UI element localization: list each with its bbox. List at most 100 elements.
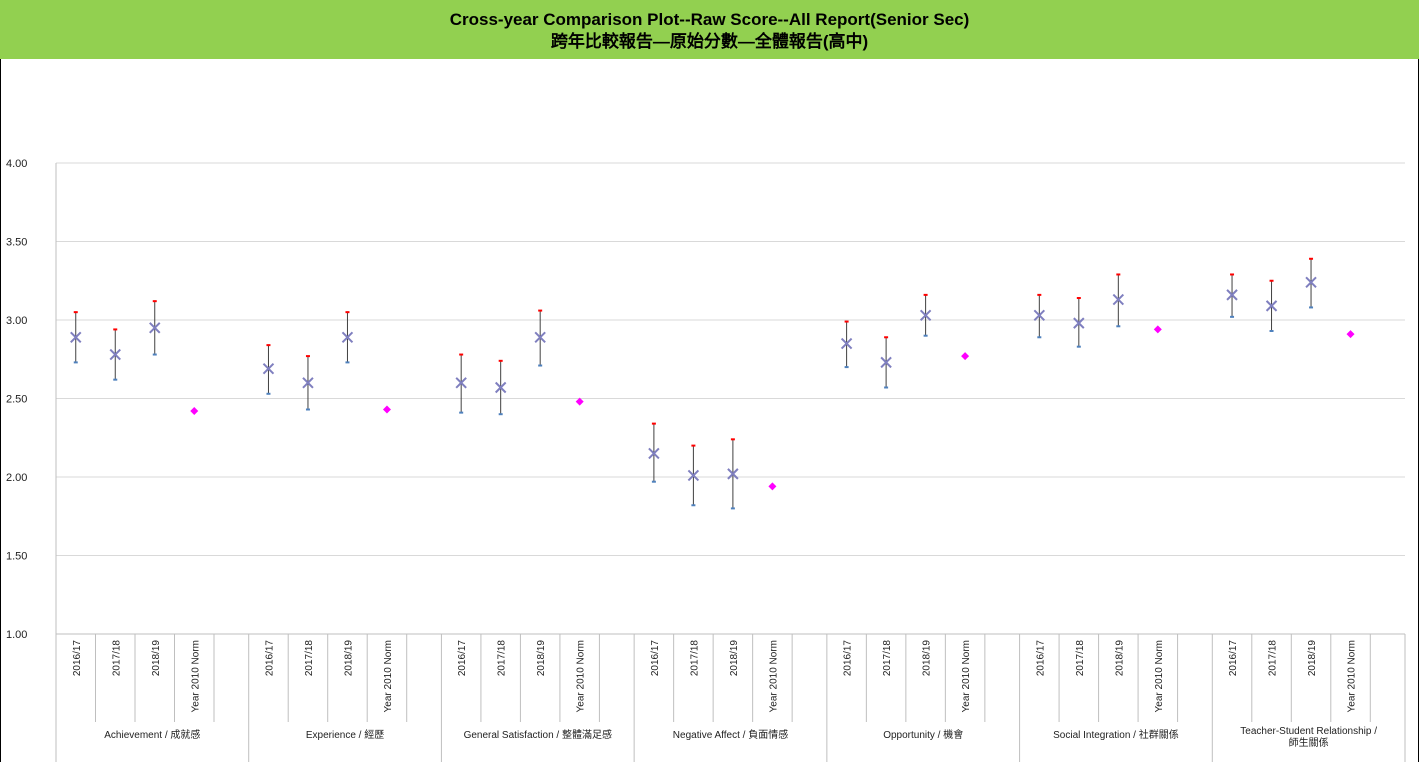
mean-marker (109, 348, 121, 361)
x-tick-label: Year 2010 Norm (1154, 640, 1165, 712)
mean-marker-stroke (341, 331, 354, 343)
group-label: Teacher-Student Relationship /師生關係 (1240, 726, 1377, 749)
mean-marker-stroke (919, 309, 932, 321)
norm-marker (190, 407, 199, 416)
x-tick-label: 2018/19 (536, 640, 547, 677)
mean-marker-stroke (262, 362, 275, 375)
mean-marker-stroke (727, 468, 739, 480)
mean-marker-stroke (1265, 300, 1278, 312)
mean-marker (840, 337, 853, 350)
category-group-7: 2016/17 2017/18 2018/19 Year 2010 Norm Teach… (1226, 257, 1377, 749)
mean-marker-stroke (302, 377, 314, 389)
x-tick-label: Year 2010 Norm (383, 640, 394, 712)
norm-marker (575, 397, 584, 406)
mean-marker-stroke (880, 356, 892, 369)
category-group-4: 2016/17 2017/18 2018/19 Year 2010 Norm Negat… (648, 422, 793, 741)
group-label: Negative Affect / 負面情感 (673, 728, 788, 741)
x-tick-label: 2018/19 (922, 640, 933, 677)
norm-marker (382, 405, 391, 414)
category-group-6: 2016/17 2017/18 2018/19 Year 2010 Norm Socia… (1033, 273, 1179, 741)
x-tick-label: 2016/17 (72, 640, 83, 677)
mean-marker-stroke (534, 331, 546, 343)
mean-marker-stroke (109, 348, 121, 361)
mean-marker (919, 309, 932, 321)
mean-marker (494, 381, 507, 394)
y-tick-label: 1.00 (6, 629, 27, 641)
mean-marker (1073, 317, 1085, 329)
x-tick-label: 2018/19 (151, 640, 162, 677)
group-label: Social Integration / 社群關係 (1053, 728, 1179, 741)
mean-marker (1033, 309, 1046, 321)
y-tick-label: 4.00 (6, 158, 27, 170)
mean-marker (70, 331, 82, 343)
x-tick-label: 2016/17 (650, 640, 661, 677)
x-tick-label: 2017/18 (497, 640, 508, 677)
norm-marker (1153, 325, 1162, 334)
x-tick-label: 2018/19 (343, 640, 354, 677)
norm-marker (1346, 330, 1355, 339)
x-tick-label: Year 2010 Norm (576, 640, 587, 712)
mean-marker (1305, 276, 1317, 289)
norm-marker (961, 352, 970, 361)
category-group-1: 2016/17 2017/18 2018/19 Year 2010 Norm Achie… (70, 300, 215, 741)
x-tick-label: 2018/19 (729, 640, 740, 677)
y-tick-label: 3.50 (6, 237, 27, 249)
group-label: General Satisfaction / 整體滿足感 (464, 728, 612, 741)
x-tick-label: 2016/17 (1228, 640, 1239, 677)
mean-marker (302, 377, 314, 389)
group-label: Achievement / 成就感 (104, 728, 200, 741)
cross-year-chart: 1.00 1.50 2.00 2.50 3.00 3.50 4.00 2016/17 2017/… (6, 158, 1406, 762)
mean-marker (262, 362, 275, 375)
mean-marker-stroke (648, 447, 660, 460)
y-tick-label: 1.50 (6, 551, 27, 563)
frame-left-border (0, 59, 1, 762)
mean-marker (1226, 289, 1238, 301)
mean-marker-stroke (1226, 289, 1238, 301)
mean-marker (149, 322, 161, 334)
mean-marker-stroke (455, 377, 467, 389)
mean-marker (687, 469, 700, 482)
x-tick-label: 2017/18 (304, 640, 315, 677)
x-tick-label: 2016/17 (843, 640, 854, 677)
x-tick-label: 2017/18 (111, 640, 122, 677)
group-label: Opportunity / 機會 (883, 728, 963, 741)
category-group-3: 2016/17 2017/18 2018/19 Year 2010 Norm Gener… (455, 309, 612, 741)
mean-marker-stroke (494, 381, 507, 394)
mean-marker-stroke (1033, 309, 1046, 321)
y-tick-label: 2.50 (6, 394, 27, 406)
mean-marker (1112, 293, 1125, 306)
chart-title: Cross-year Comparison Plot--Raw Score--A… (449, 10, 970, 29)
x-tick-label: Year 2010 Norm (1347, 640, 1358, 712)
x-tick-label: Year 2010 Norm (190, 640, 201, 712)
y-tick-label: 3.00 (6, 315, 27, 327)
group-label: Experience / 經歷 (306, 728, 384, 741)
chart-header: Cross-year Comparison Plot--Raw Score--A… (0, 0, 1419, 59)
mean-marker (727, 468, 739, 480)
x-tick-label: Year 2010 Norm (768, 640, 779, 712)
mean-marker (648, 447, 660, 460)
x-tick-label: 2016/17 (1035, 640, 1046, 677)
x-tick-label: 2017/18 (1268, 640, 1279, 677)
x-tick-label: Year 2010 Norm (961, 640, 972, 712)
x-tick-label: 2017/18 (1075, 640, 1086, 677)
mean-marker (1265, 300, 1278, 312)
mean-marker-stroke (840, 337, 853, 350)
x-tick-label: 2017/18 (882, 640, 893, 677)
x-tick-label: 2017/18 (689, 640, 700, 677)
x-tick-label: 2018/19 (1307, 640, 1318, 677)
mean-marker-stroke (1305, 276, 1317, 289)
mean-marker (534, 331, 546, 343)
category-group-5: 2016/17 2017/18 2018/19 Year 2010 Norm Oppor… (840, 293, 986, 741)
chart-subtitle: 跨年比較報告—原始分數—全體報告(高中) (550, 32, 869, 51)
y-tick-label: 2.00 (6, 472, 27, 484)
x-tick-label: 2018/19 (1114, 640, 1125, 677)
mean-marker (341, 331, 354, 343)
mean-marker-stroke (70, 331, 82, 343)
mean-marker-stroke (687, 469, 700, 482)
mean-marker (880, 356, 892, 369)
x-tick-label: 2016/17 (264, 640, 275, 677)
mean-marker-stroke (149, 322, 161, 334)
category-group-2: 2016/17 2017/18 2018/19 Year 2010 Norm Exper… (262, 311, 408, 741)
norm-marker (768, 482, 777, 491)
mean-marker-stroke (1073, 317, 1085, 329)
